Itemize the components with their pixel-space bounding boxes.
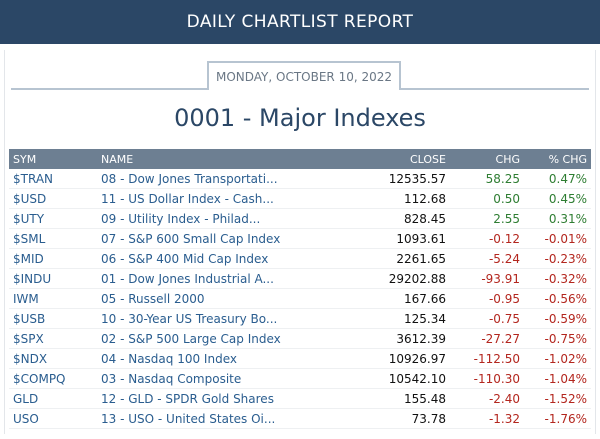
close-value: 112.68 — [404, 191, 446, 206]
date-section: MONDAY, OCTOBER 10, 2022 — [5, 50, 595, 90]
symbol-link[interactable]: $INDU — [13, 271, 52, 286]
close-value: 10926.97 — [388, 351, 446, 366]
table-row[interactable]: $SML 07 - S&P 600 Small Cap Index 1093.61 -… — [9, 229, 591, 249]
change-value: -27.27 — [481, 331, 520, 346]
close-value: 2261.65 — [396, 251, 446, 266]
close-value: 10542.10 — [388, 371, 446, 386]
table-row[interactable]: $UTY 09 - Utility Index - Philad... 828.45… — [9, 209, 591, 229]
percent-change-value: 0.31% — [548, 211, 587, 226]
percent-change-value: -1.04% — [544, 371, 587, 386]
close-value: 73.78 — [411, 411, 446, 426]
percent-change-value: -0.56% — [544, 291, 587, 306]
change-value: -110.30 — [473, 371, 520, 386]
change-value: -0.95 — [488, 291, 520, 306]
column-header-close[interactable]: CLOSE — [409, 152, 446, 166]
index-name-link[interactable]: 09 - Utility Index - Philad... — [101, 211, 261, 226]
symbol-link[interactable]: $UTY — [13, 211, 45, 226]
percent-change-value: -0.59% — [544, 311, 587, 326]
change-value: -0.12 — [488, 231, 520, 246]
index-name-link[interactable]: 02 - S&P 500 Large Cap Index — [101, 331, 281, 346]
index-table: SYM NAME CLOSE CHG % CHG $TRAN 08 - Dow J… — [9, 149, 591, 429]
table-row[interactable]: IWM 05 - Russell 2000 167.66 -0.95 -0.56% — [9, 289, 591, 309]
change-value: -5.24 — [488, 251, 520, 266]
column-header-name[interactable]: NAME — [101, 152, 134, 166]
column-header-chg[interactable]: CHG — [495, 152, 520, 166]
symbol-link[interactable]: $USB — [13, 311, 46, 326]
close-value: 3612.39 — [396, 331, 446, 346]
percent-change-value: -0.32% — [544, 271, 587, 286]
change-value: 0.50 — [493, 191, 520, 206]
table-row[interactable]: GLD 12 - GLD - SPDR Gold Shares 155.48 -2.4… — [9, 389, 591, 409]
percent-change-value: -0.75% — [544, 331, 587, 346]
table-row[interactable]: $COMPQ 03 - Nasdaq Composite 10542.10 -110.… — [9, 369, 591, 389]
close-value: 155.48 — [404, 391, 446, 406]
change-value: -112.50 — [473, 351, 520, 366]
table-row[interactable]: $NDX 04 - Nasdaq 100 Index 10926.97 -112.50… — [9, 349, 591, 369]
change-value: 2.55 — [493, 211, 520, 226]
index-name-link[interactable]: 06 - S&P 400 Mid Cap Index — [101, 251, 269, 266]
symbol-link[interactable]: $TRAN — [13, 171, 54, 186]
percent-change-value: -1.02% — [544, 351, 587, 366]
change-value: -93.91 — [481, 271, 520, 286]
index-name-link[interactable]: 13 - USO - United States Oi... — [101, 411, 276, 426]
table-row[interactable]: $SPX 02 - S&P 500 Large Cap Index 3612.39 -… — [9, 329, 591, 349]
index-name-link[interactable]: 01 - Dow Jones Industrial A... — [101, 271, 274, 286]
table-header: SYM NAME CLOSE CHG % CHG — [9, 149, 591, 169]
column-header-pct-chg[interactable]: % CHG — [548, 152, 587, 166]
chartlist-title: 0001 - Major Indexes — [174, 104, 426, 132]
symbol-link[interactable]: $SPX — [13, 331, 44, 346]
symbol-link[interactable]: $NDX — [13, 351, 48, 366]
index-name-link[interactable]: 07 - S&P 600 Small Cap Index — [101, 231, 281, 246]
percent-change-value: 0.45% — [548, 191, 587, 206]
table-row[interactable]: USO 13 - USO - United States Oi... 73.78 -1… — [9, 409, 591, 429]
index-name-link[interactable]: 08 - Dow Jones Transportati... — [101, 171, 278, 186]
report-content: MONDAY, OCTOBER 10, 2022 0001 - Major In… — [4, 50, 596, 434]
close-value: 1093.61 — [396, 231, 446, 246]
percent-change-value: -0.23% — [544, 251, 587, 266]
symbol-link[interactable]: USO — [13, 411, 39, 426]
change-value: -0.75 — [488, 311, 520, 326]
symbol-link[interactable]: $MID — [13, 251, 44, 266]
close-value: 167.66 — [404, 291, 446, 306]
report-date: MONDAY, OCTOBER 10, 2022 — [207, 61, 401, 90]
percent-change-value: 0.47% — [548, 171, 587, 186]
table-row[interactable]: $TRAN 08 - Dow Jones Transportati... 12535… — [9, 169, 591, 189]
close-value: 828.45 — [404, 211, 446, 226]
close-value: 12535.57 — [388, 171, 446, 186]
symbol-link[interactable]: $SML — [13, 231, 46, 246]
column-header-sym[interactable]: SYM — [13, 152, 37, 166]
symbol-link[interactable]: GLD — [13, 391, 39, 406]
close-value: 125.34 — [404, 311, 446, 326]
change-value: 58.25 — [485, 171, 520, 186]
change-value: -2.40 — [488, 391, 520, 406]
table-row[interactable]: $USB 10 - 30-Year US Treasury Bo... 125.34… — [9, 309, 591, 329]
symbol-link[interactable]: $COMPQ — [13, 371, 66, 386]
index-name-link[interactable]: 03 - Nasdaq Composite — [101, 371, 242, 386]
index-name-link[interactable]: 04 - Nasdaq 100 Index — [101, 351, 237, 366]
index-name-link[interactable]: 11 - US Dollar Index - Cash... — [101, 191, 274, 206]
table-row[interactable]: $USD 11 - US Dollar Index - Cash... 112.68… — [9, 189, 591, 209]
index-name-link[interactable]: 12 - GLD - SPDR Gold Shares — [101, 391, 274, 406]
symbol-link[interactable]: IWM — [13, 291, 39, 306]
index-name-link[interactable]: 05 - Russell 2000 — [101, 291, 205, 306]
close-value: 29202.88 — [388, 271, 446, 286]
table-row[interactable]: $MID 06 - S&P 400 Mid Cap Index 2261.65 -5.… — [9, 249, 591, 269]
table-row[interactable]: $INDU 01 - Dow Jones Industrial A... 29202… — [9, 269, 591, 289]
report-header: DAILY CHARTLIST REPORT — [0, 0, 600, 44]
table-body: $TRAN 08 - Dow Jones Transportati... 12535… — [9, 169, 591, 429]
header-title: DAILY CHARTLIST REPORT — [186, 12, 414, 32]
index-name-link[interactable]: 10 - 30-Year US Treasury Bo... — [101, 311, 278, 326]
symbol-link[interactable]: $USD — [13, 191, 47, 206]
change-value: -1.32 — [488, 411, 520, 426]
percent-change-value: -1.76% — [544, 411, 587, 426]
percent-change-value: -1.52% — [544, 391, 587, 406]
percent-change-value: -0.01% — [544, 231, 587, 246]
